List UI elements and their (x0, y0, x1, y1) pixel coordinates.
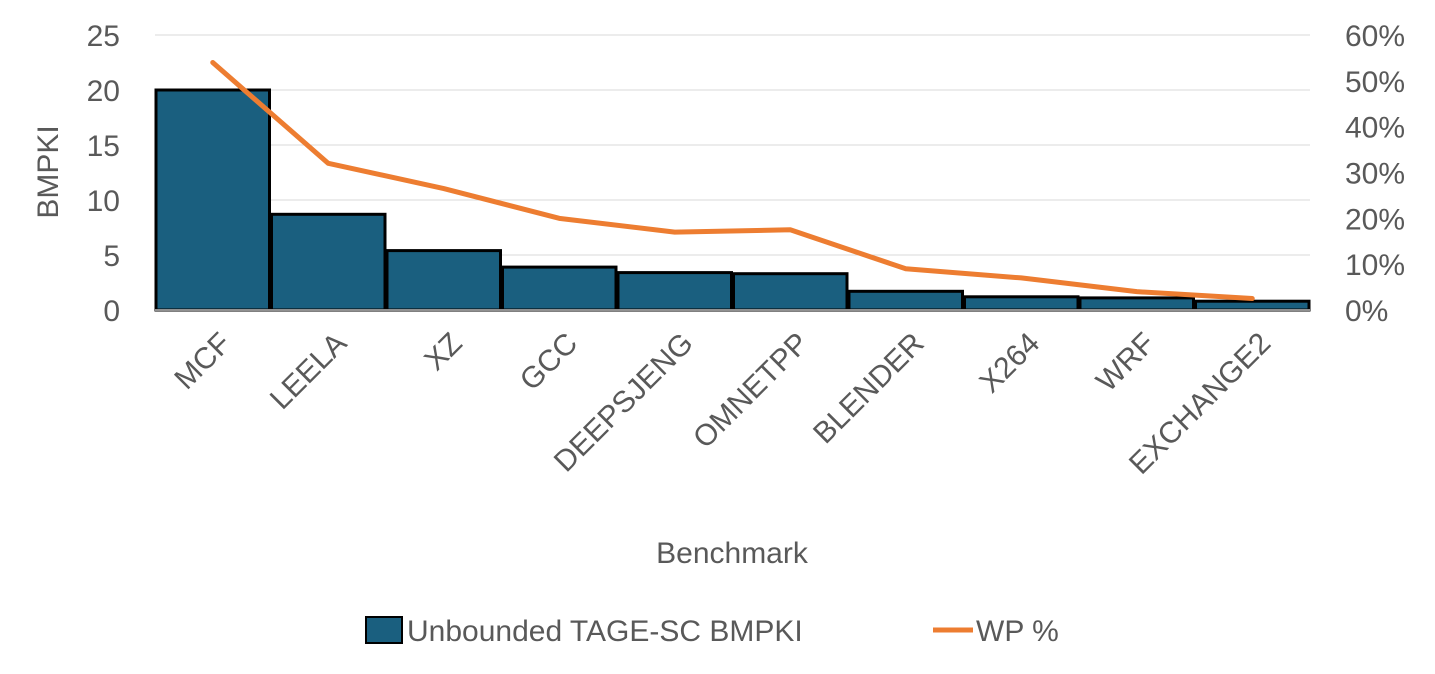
bars (154, 88, 1311, 312)
category-label: WRF (1090, 327, 1162, 399)
left-tick-label: 15 (87, 130, 120, 163)
legend: Unbounded TAGE-SC BMPKI WP % (365, 615, 1059, 648)
category-label: X264 (973, 327, 1046, 400)
bar (385, 249, 502, 312)
bar (616, 271, 733, 312)
right-tick-label: 50% (1345, 66, 1405, 99)
left-tick-label: 20 (87, 75, 120, 108)
right-tick-label: 0% (1345, 295, 1388, 328)
wp-line (210, 60, 1255, 302)
bar (501, 265, 618, 312)
category-label: OMNETPP (687, 327, 815, 455)
category-label: GCC (514, 327, 584, 397)
bar (270, 212, 387, 312)
bar (732, 272, 849, 312)
category-label: MCF (168, 327, 237, 396)
y-axis-title: BMPKI (32, 125, 65, 218)
gridlines (155, 34, 1310, 256)
right-tick-label: 10% (1345, 249, 1405, 282)
right-axis-ticks: 0% 10% 20% 30% 40% 50% 60% (1345, 20, 1405, 328)
left-tick-label: 5 (103, 240, 120, 273)
right-tick-label: 40% (1345, 112, 1405, 145)
legend-line-label: WP % (976, 615, 1059, 648)
wp-line-layer (210, 60, 1255, 302)
x-axis-title: Benchmark (656, 537, 809, 570)
bar (847, 289, 964, 312)
left-axis-ticks: 0 5 10 15 20 25 (87, 20, 120, 328)
left-tick-label: 25 (87, 20, 120, 53)
legend-bar-label: Unbounded TAGE-SC BMPKI (407, 615, 803, 648)
category-label: XZ (418, 327, 468, 377)
bar (963, 295, 1080, 312)
category-label: BLENDER (807, 327, 931, 451)
bar (1078, 296, 1195, 312)
right-tick-label: 30% (1345, 158, 1405, 191)
category-label: LEELA (264, 327, 353, 416)
left-tick-label: 10 (87, 185, 120, 218)
right-tick-label: 20% (1345, 203, 1405, 236)
right-tick-label: 60% (1345, 20, 1405, 53)
bar (154, 88, 271, 312)
legend-bar-swatch (365, 616, 403, 644)
left-tick-label: 0 (103, 295, 120, 328)
bar (1194, 299, 1311, 312)
